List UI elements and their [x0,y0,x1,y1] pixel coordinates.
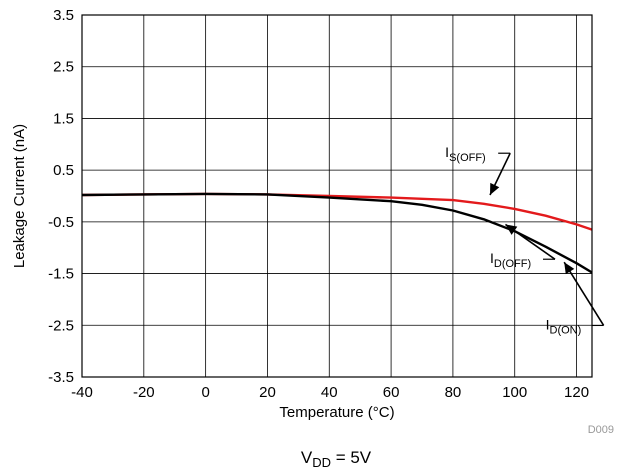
y-tick-label: -0.5 [48,214,74,231]
arrowhead [505,224,518,235]
x-tick-label: 120 [564,384,589,401]
annotation: ID(OFF) [490,223,556,270]
annotation-sub: D(ON) [550,324,582,336]
x-tick-labels: -40 -20 0 20 40 60 80 100 120 [71,384,589,401]
y-tick-labels: 3.5 2.5 1.5 0.5 -0.5 -1.5 -2.5 -3.5 [48,7,74,386]
annotation-main: I [546,316,550,332]
x-axis-label: Temperature (°C) [279,404,394,421]
series-line-2 [81,192,593,274]
figure-id: D009 [588,424,614,436]
annotation-sub: D(OFF) [494,258,531,270]
x-tick-label: 40 [321,384,338,401]
y-tick-label: -2.5 [48,317,74,334]
caption-sub: DD [312,455,331,470]
x-tick-label: -40 [71,384,93,401]
x-tick-label: 20 [259,384,276,401]
caption-rest: = 5V [331,448,372,467]
annotation-sub: S(OFF) [449,152,486,164]
caption: VDD = 5V [301,448,372,470]
y-tick-label: 3.5 [53,7,74,24]
y-axis-label: Leakage Current (nA) [11,124,28,268]
y-tick-label: -3.5 [48,369,74,386]
x-tick-label: 60 [383,384,400,401]
caption-main: V [301,448,313,467]
annotation: ID(ON) [546,261,605,336]
y-tick-label: 2.5 [53,59,74,76]
arrowhead [564,262,575,275]
annotation-main: I [445,144,449,160]
annotation-label: ID(OFF) [490,250,531,270]
annotation-label: ID(ON) [546,316,582,336]
annotation: IS(OFF) [445,144,511,196]
series-group [81,192,593,274]
annotation-main: I [490,250,494,266]
plot-frame [81,14,593,378]
annotations: IS(OFF)ID(OFF)ID(ON) [445,144,605,336]
x-tick-label: 0 [201,384,209,401]
arrowhead [490,182,500,195]
y-tick-label: 1.5 [53,110,74,127]
annotation-leader [563,261,605,326]
x-tick-label: 80 [445,384,462,401]
x-tick-label: 100 [502,384,527,401]
annotation-label: IS(OFF) [445,144,486,164]
x-tick-label: -20 [133,384,155,401]
y-tick-label: 0.5 [53,162,74,179]
y-tick-label: -1.5 [48,266,74,283]
series-line-1 [81,192,593,231]
